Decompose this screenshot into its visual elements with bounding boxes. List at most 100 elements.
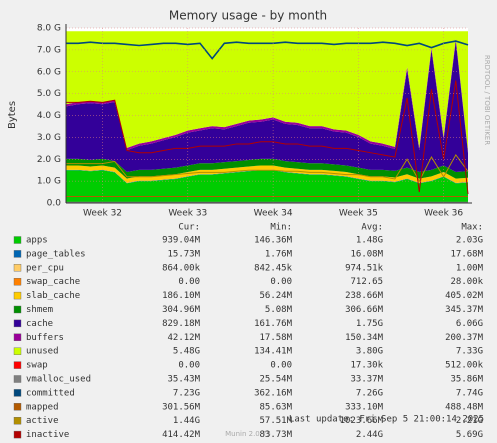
legend-swatch bbox=[13, 305, 22, 314]
area-series bbox=[66, 158, 468, 179]
y-tick-label: 7.0 G bbox=[37, 45, 61, 55]
y-tick-label: 1.0 G bbox=[37, 177, 61, 187]
legend-swatch bbox=[13, 389, 22, 397]
x-tick-label: Week 32 bbox=[83, 209, 122, 219]
legend-stat: 512.00k bbox=[445, 361, 484, 371]
y-tick-label: 5.0 G bbox=[37, 89, 61, 99]
legend-stat: 939.04M bbox=[162, 236, 201, 246]
legend-stat: 7.33G bbox=[456, 347, 483, 357]
legend-stat: 333.10M bbox=[345, 402, 384, 412]
legend-stat: 829.18M bbox=[162, 319, 201, 329]
legend-stat: 345.37M bbox=[445, 305, 484, 315]
y-tick-label: 0.0 bbox=[47, 199, 62, 209]
legend-stat: 0.00 bbox=[178, 277, 200, 287]
legend-swatch bbox=[13, 347, 22, 355]
legend-stat: 414.42M bbox=[162, 430, 201, 440]
area-series bbox=[66, 31, 468, 151]
legend-stat: 974.51k bbox=[345, 263, 384, 273]
y-tick-label: 3.0 G bbox=[37, 133, 61, 143]
legend-stat: 864.00k bbox=[162, 263, 201, 273]
legend-stat: 1.75G bbox=[356, 319, 383, 329]
legend-stat: 238.66M bbox=[345, 291, 384, 301]
legend-swatch bbox=[13, 236, 22, 244]
y-tick-label: 8.0 G bbox=[37, 24, 61, 34]
area-series bbox=[66, 40, 468, 173]
legend-stat: 2.03G bbox=[456, 236, 483, 246]
legend-stat: 25.54M bbox=[259, 375, 292, 385]
last-update: Last update: Fri Sep 5 21:00:14 2025 bbox=[289, 415, 484, 425]
legend-stat: 85.63M bbox=[259, 402, 292, 412]
legend-stat: 5.48G bbox=[173, 347, 200, 357]
footer: Munin 2.0.75 bbox=[225, 430, 271, 438]
legend-stat: 5.08M bbox=[265, 305, 293, 315]
legend-stat: 161.76M bbox=[254, 319, 293, 329]
legend-stat: 57.51M bbox=[259, 416, 292, 426]
legend-label: per_cpu bbox=[26, 263, 64, 273]
legend-label: active bbox=[26, 416, 59, 426]
legend-stat: 1023.66M bbox=[340, 416, 384, 426]
area-series bbox=[66, 165, 468, 183]
legend-stat: 150.34M bbox=[345, 333, 384, 343]
legend-header: Avg: bbox=[361, 223, 383, 233]
legend-stat: 842.45k bbox=[254, 263, 293, 273]
legend-stat: 17.58M bbox=[259, 333, 292, 343]
legend-label: vmalloc_used bbox=[26, 375, 91, 385]
line-series bbox=[66, 80, 469, 195]
legend-stat: 2.44G bbox=[356, 430, 383, 440]
legend-swatch bbox=[13, 430, 22, 439]
legend-stat: 56.24M bbox=[259, 291, 292, 301]
legend-stat: 7.23G bbox=[173, 388, 200, 398]
legend-stat: 2.21G bbox=[456, 416, 483, 426]
legend-stat: 488.48M bbox=[445, 402, 484, 412]
legend-stat: 7.74G bbox=[456, 388, 483, 398]
legend-swatch bbox=[13, 375, 22, 383]
legend-stat: 0.00 bbox=[270, 277, 292, 287]
legend-header: Max: bbox=[461, 223, 483, 233]
legend-stat: 17.30k bbox=[350, 361, 383, 371]
legend-label: committed bbox=[26, 388, 75, 398]
y-axis-label: Bytes bbox=[7, 101, 18, 129]
y-tick-label: 6.0 G bbox=[37, 67, 61, 77]
legend-label: swap bbox=[26, 361, 48, 371]
legend-stat: 16.08M bbox=[350, 249, 383, 259]
legend-stat: 35.86M bbox=[450, 375, 483, 385]
legend-stat: 405.02M bbox=[445, 291, 484, 301]
legend-stat: 28.00k bbox=[450, 277, 483, 287]
legend-label: buffers bbox=[26, 333, 64, 343]
legend-stat: 1.48G bbox=[356, 236, 383, 246]
legend-stat: 1.76M bbox=[265, 249, 293, 259]
legend-stat: 15.73M bbox=[167, 249, 200, 259]
legend-stat: 146.36M bbox=[254, 236, 293, 246]
area-series bbox=[66, 170, 468, 203]
legend-header: Min: bbox=[270, 223, 292, 233]
x-tick-label: Week 34 bbox=[254, 209, 293, 219]
legend-swatch bbox=[13, 361, 22, 369]
legend-swatch bbox=[13, 333, 22, 341]
legend-swatch bbox=[13, 264, 22, 272]
legend-label: unused bbox=[26, 347, 59, 357]
legend-stat: 33.37M bbox=[350, 375, 383, 385]
legend-label: cache bbox=[26, 319, 53, 329]
legend-swatch bbox=[13, 291, 22, 300]
x-tick-label: Week 35 bbox=[339, 209, 378, 219]
legend-header: Cur: bbox=[178, 223, 200, 233]
legend-stat: 200.37M bbox=[445, 333, 484, 343]
legend-stat: 306.66M bbox=[345, 305, 384, 315]
line-series bbox=[66, 153, 469, 183]
x-tick-label: Week 33 bbox=[168, 209, 207, 219]
line-series bbox=[66, 40, 469, 60]
legend-swatch bbox=[13, 278, 22, 286]
legend-label: page_tables bbox=[26, 249, 86, 259]
legend-swatch bbox=[13, 319, 22, 328]
legend-stat: 0.00 bbox=[178, 361, 200, 371]
legend-swatch bbox=[13, 250, 22, 258]
chart-title: Memory usage - by month bbox=[169, 9, 327, 23]
legend-label: slab_cache bbox=[26, 291, 80, 301]
legend-stat: 1.00M bbox=[456, 263, 484, 273]
legend-stat: 301.56M bbox=[162, 402, 201, 412]
legend-stat: 186.10M bbox=[162, 291, 201, 301]
legend-swatch bbox=[13, 417, 22, 425]
legend-label: swap_cache bbox=[26, 277, 80, 287]
legend-stat: 134.41M bbox=[254, 347, 293, 357]
